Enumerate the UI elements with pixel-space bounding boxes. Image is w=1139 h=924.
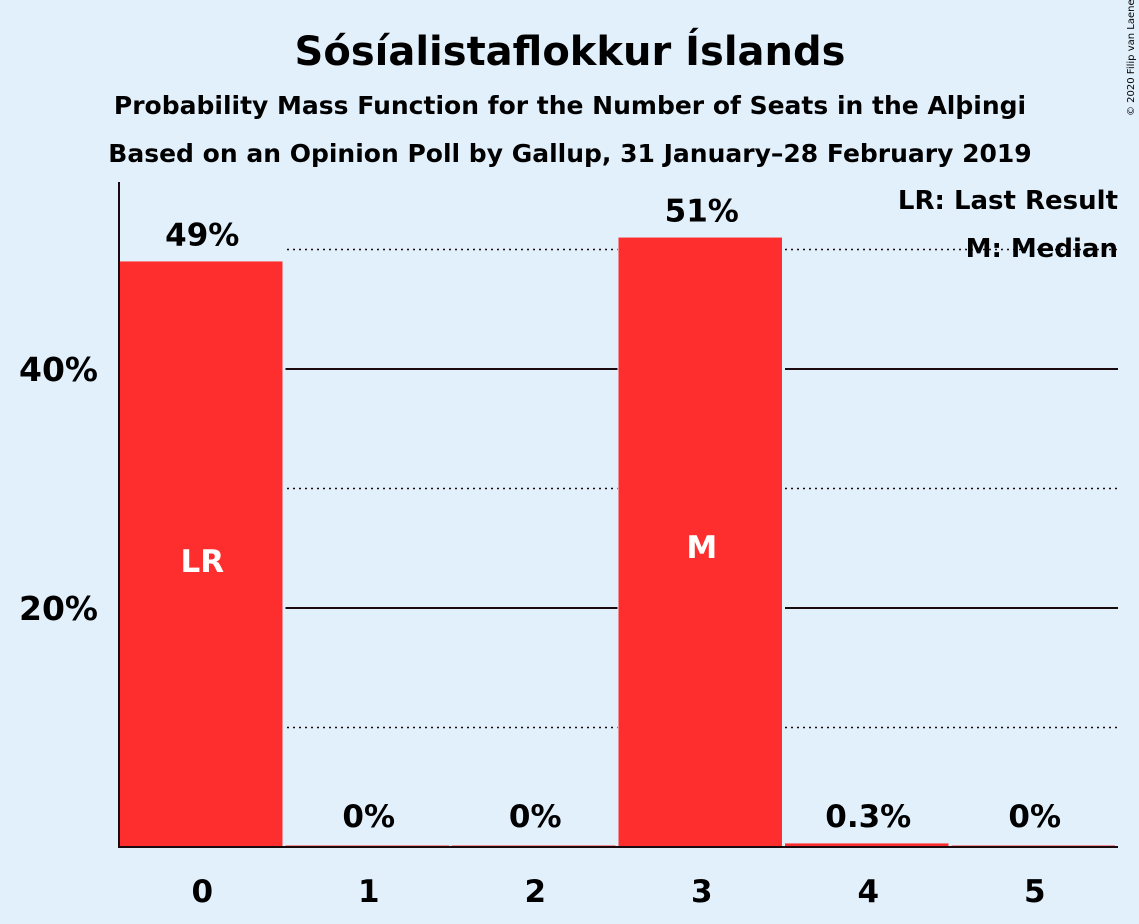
data-label: 0.3% (825, 799, 911, 835)
x-tick-label: 1 (358, 874, 380, 910)
x-tick-label: 3 (691, 874, 713, 910)
bar-seat-0 (119, 261, 283, 847)
y-tick-label: 20% (19, 589, 98, 628)
copyright-notice: © 2020 Filip van Laenen (1126, 0, 1137, 116)
bars (118, 227, 1115, 848)
bar-seat-4 (785, 843, 949, 847)
x-tick-label: 5 (1024, 874, 1046, 910)
chart-title: Sósíalistaflokkur Íslands (295, 27, 846, 75)
x-tick-label: 0 (191, 874, 213, 910)
bar-marker-m: M (686, 530, 717, 566)
data-label: 51% (665, 194, 739, 230)
data-label: 49% (165, 217, 239, 253)
legend-last-result: LR: Last Result (898, 186, 1118, 216)
chart-subtitle-poll: Based on an Opinion Poll by Gallup, 31 J… (108, 139, 1031, 168)
data-label: 0% (342, 799, 395, 835)
data-label: 0% (509, 799, 562, 835)
legend-median: M: Median (966, 234, 1118, 264)
data-label: 0% (1008, 799, 1061, 835)
y-tick-label: 40% (19, 350, 98, 389)
bar-seat-3 (618, 237, 782, 848)
chart-subtitle: Probability Mass Function for the Number… (114, 91, 1026, 120)
x-tick-label: 2 (524, 874, 546, 910)
bar-marker-lr: LR (180, 544, 224, 580)
axes (118, 182, 1118, 848)
x-tick-label: 4 (857, 874, 879, 910)
